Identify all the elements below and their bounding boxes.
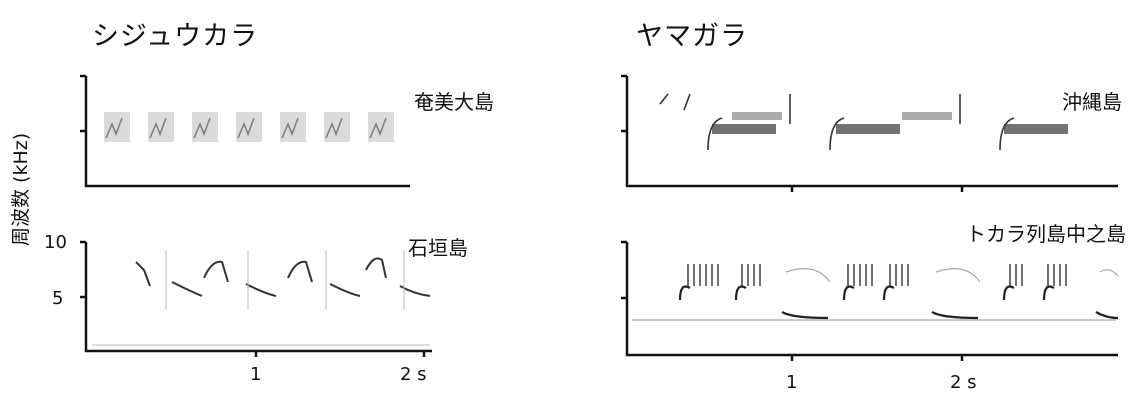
place-label-okinawa: 沖縄島 (1062, 90, 1122, 114)
axis-frame-amami (84, 76, 410, 188)
species-title-left: シジュウカラ (92, 21, 259, 52)
species-title-right: ヤマガラ (636, 21, 748, 52)
axis-frame-tokara (625, 242, 1118, 357)
place-label-amami: 奄美大島 (414, 90, 494, 114)
x-tick-2s-left: 2 s (400, 364, 427, 385)
axis-frame-ishigaki (84, 242, 432, 353)
x-tick-1-left: 1 (250, 364, 262, 385)
x-tick-1-right: 1 (786, 372, 798, 393)
x-tick-2s-right: 2 s (950, 372, 977, 393)
y-tick-10: 10 (44, 232, 67, 253)
y-tick-5: 5 (52, 288, 64, 309)
place-label-ishigaki: 石垣島 (408, 236, 468, 260)
place-label-tokara: トカラ列島中之島 (966, 222, 1126, 246)
axis-frame-okinawa (625, 76, 1118, 188)
